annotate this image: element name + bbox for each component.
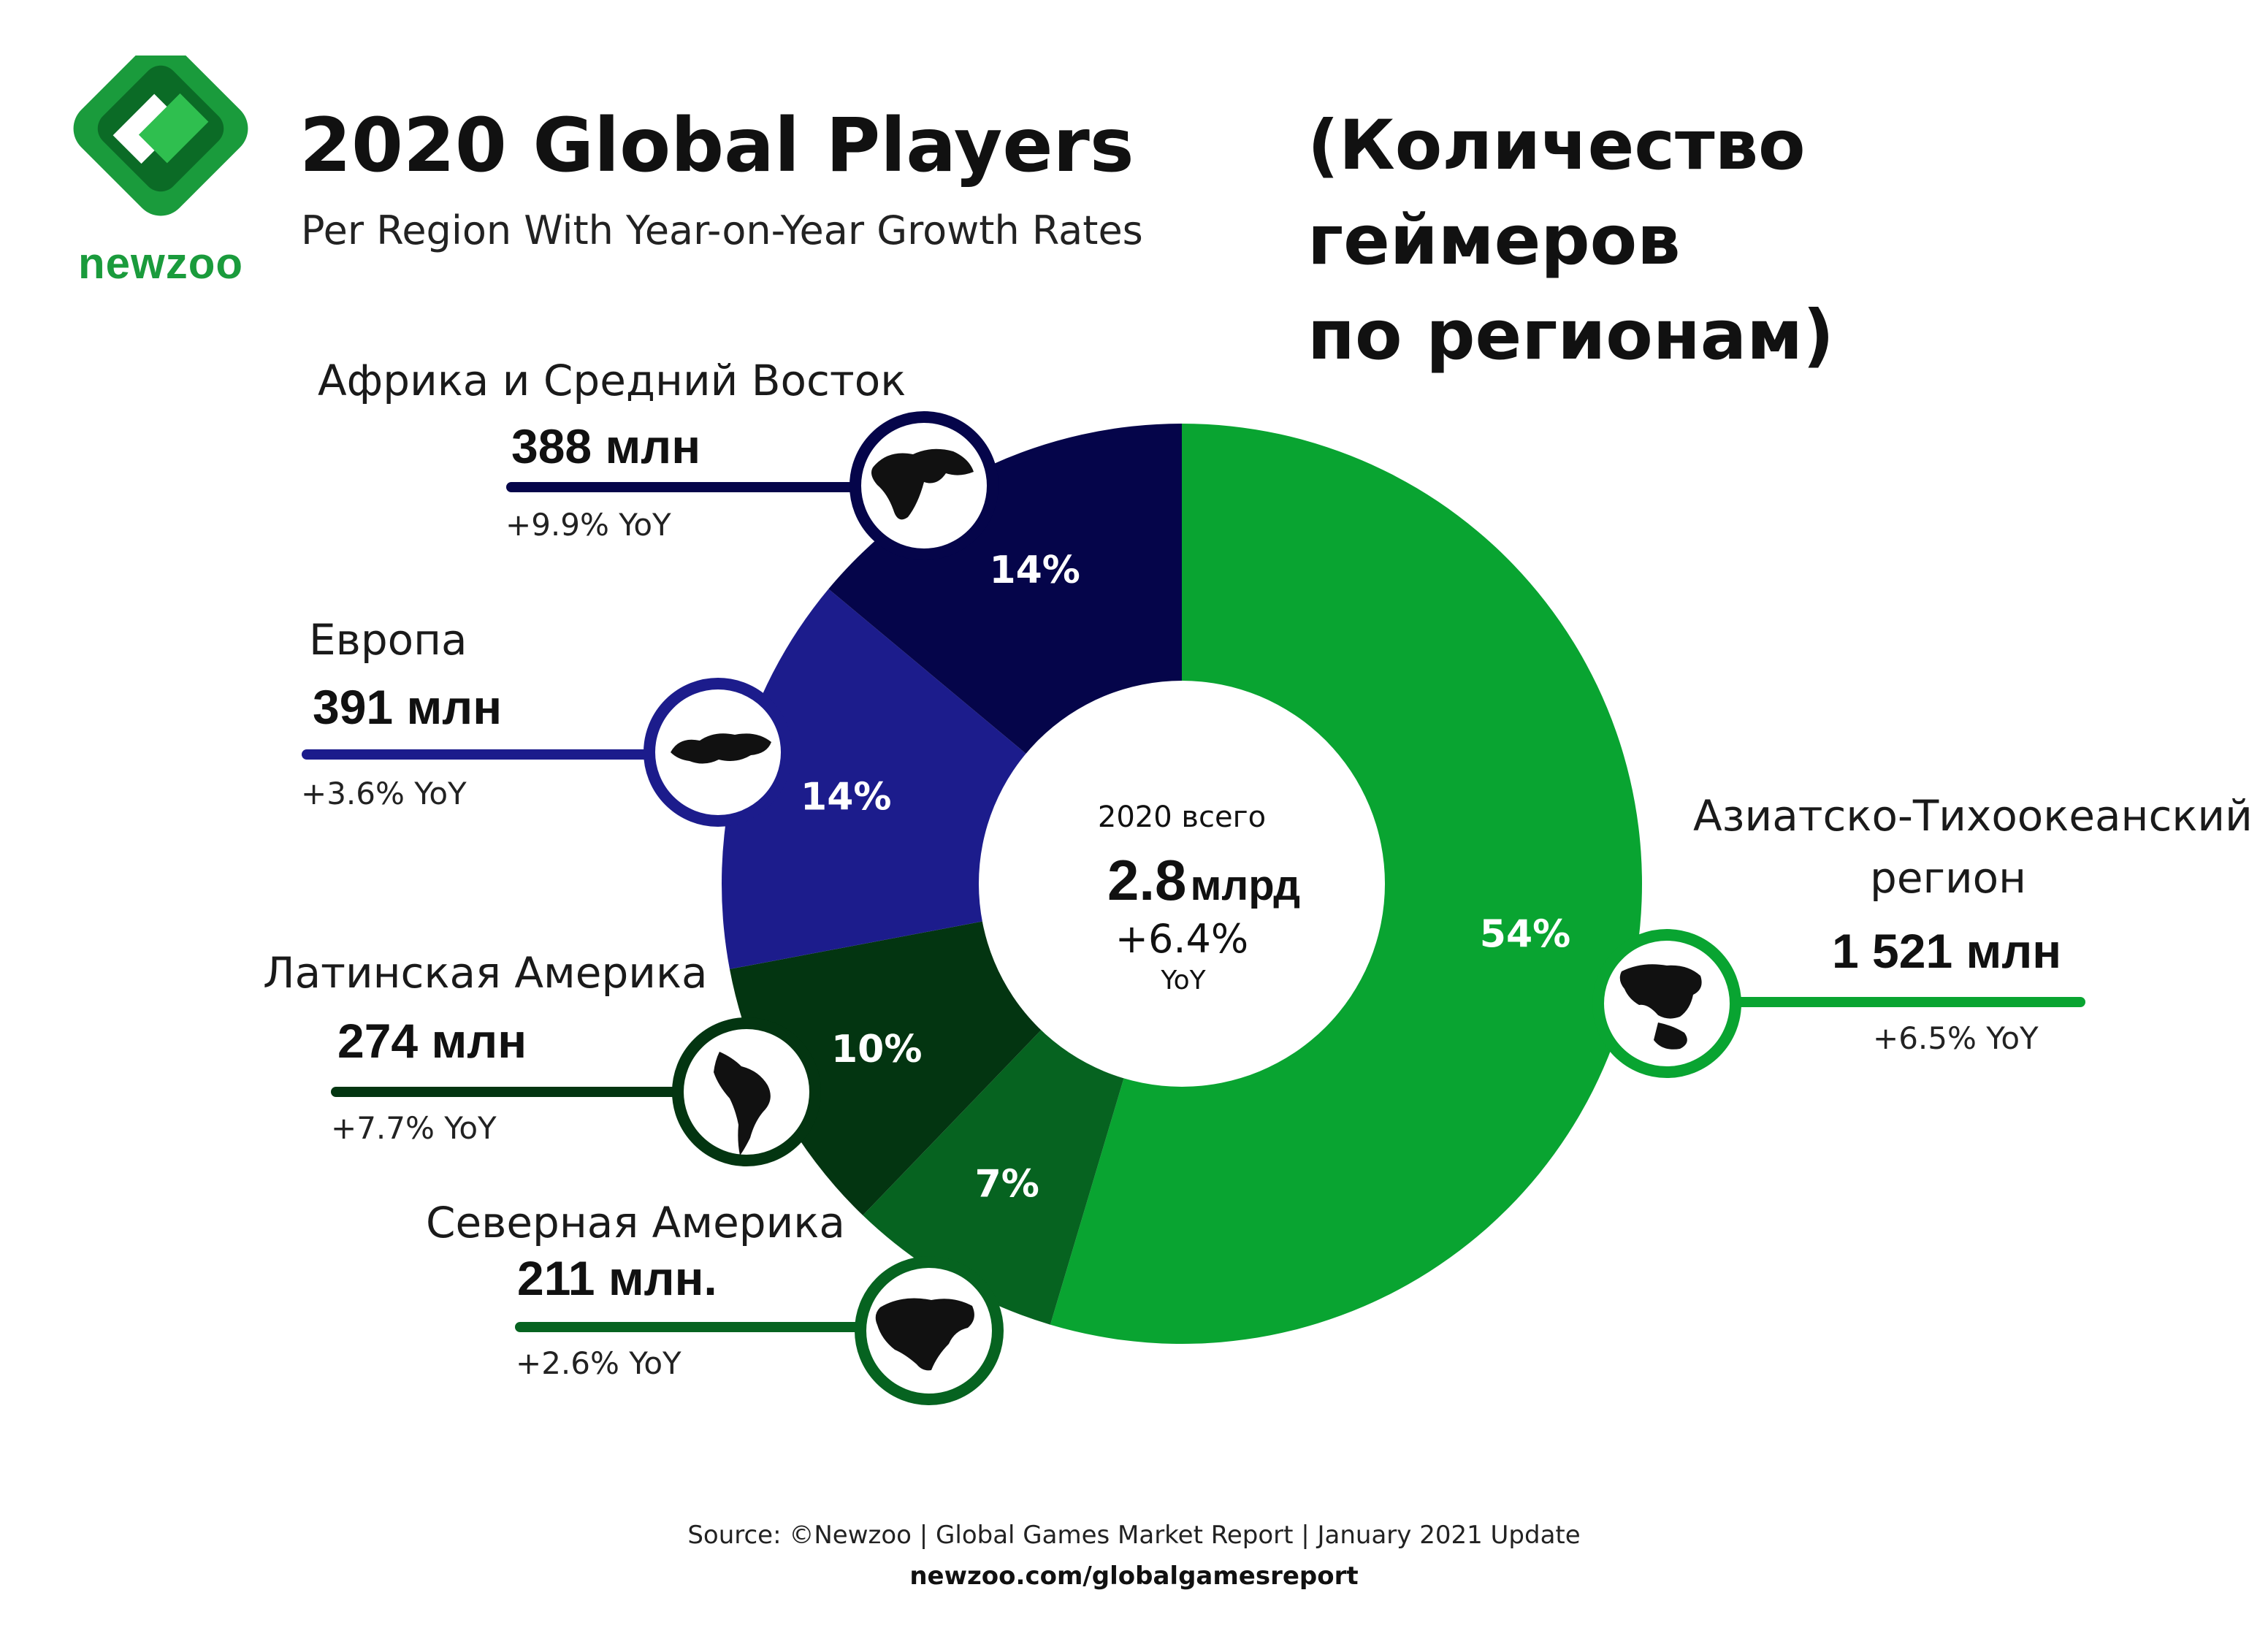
center-growth-unit: YoY bbox=[1161, 966, 1206, 995]
title-ru-line-2: по регионам) bbox=[1307, 296, 1835, 375]
source-note: Source: ©Newzoo | Global Games Market Re… bbox=[687, 1521, 1581, 1550]
center-total-unit: млрд bbox=[1190, 862, 1301, 909]
asia-pacific-map-icon bbox=[1592, 929, 1741, 1078]
slice-labels: 54% 7% 10% 14% 14% bbox=[801, 548, 1570, 1207]
newzoo-logo: newzoo bbox=[58, 41, 263, 297]
africa-middle-east-map-icon bbox=[849, 411, 999, 560]
region-value-africa: 388 млн bbox=[511, 419, 701, 473]
page-title-russian: (Количество геймеров по регионам) bbox=[1307, 99, 2184, 383]
title-ru-line-1: (Количество геймеров bbox=[1307, 106, 1806, 280]
page-title: 2020 Global Players bbox=[299, 102, 1134, 189]
latin-america-map-icon bbox=[672, 1017, 821, 1166]
logo-text: newzoo bbox=[78, 239, 243, 288]
region-value-europe: 391 млн bbox=[313, 680, 503, 734]
region-value-latam: 274 млн bbox=[337, 1014, 527, 1068]
region-name-apac-line-1: Азиатско-Тихоокеанский bbox=[1693, 791, 2253, 841]
donut-hole bbox=[979, 681, 1385, 1087]
region-value-apac: 1 521 млн bbox=[1832, 924, 2062, 978]
region-name-apac-line-2: регион bbox=[1870, 853, 2027, 903]
north-america-map-icon bbox=[855, 1256, 1004, 1405]
slice-label-1: 7% bbox=[975, 1162, 1039, 1206]
region-yoy-africa: +9.9% YoY bbox=[505, 507, 671, 543]
region-yoy-europe: +3.6% YoY bbox=[301, 776, 467, 811]
europe-map-icon bbox=[644, 678, 793, 827]
slice-label-2: 10% bbox=[831, 1028, 922, 1071]
region-name-europe: Европа bbox=[309, 615, 467, 665]
page-subtitle: Per Region With Year-on-Year Growth Rate… bbox=[301, 207, 1143, 253]
newzoo-logo-icon bbox=[73, 41, 248, 216]
center-total-number: 2.8 bbox=[1107, 848, 1187, 912]
center-growth: +6.4% bbox=[1115, 916, 1249, 962]
center-total: 2.8 млрд bbox=[1072, 847, 1335, 914]
region-name-latam: Латинская Америка bbox=[263, 948, 708, 998]
slice-label-0: 54% bbox=[1480, 913, 1570, 957]
region-name-north-america: Северная Америка bbox=[426, 1198, 845, 1247]
region-yoy-north-america: +2.6% YoY bbox=[516, 1345, 681, 1381]
slice-label-3: 14% bbox=[801, 775, 891, 819]
center-label: 2020 всего bbox=[1097, 800, 1267, 834]
region-yoy-apac: +6.5% YoY bbox=[1873, 1020, 2039, 1056]
region-value-north-america: 211 млн. bbox=[517, 1251, 717, 1305]
report-url[interactable]: newzoo.com/globalgamesreport bbox=[909, 1562, 1359, 1591]
region-name-africa: Африка и Средний Восток bbox=[318, 356, 906, 405]
slice-label-4: 14% bbox=[989, 548, 1080, 592]
region-yoy-latam: +7.7% YoY bbox=[331, 1110, 497, 1146]
